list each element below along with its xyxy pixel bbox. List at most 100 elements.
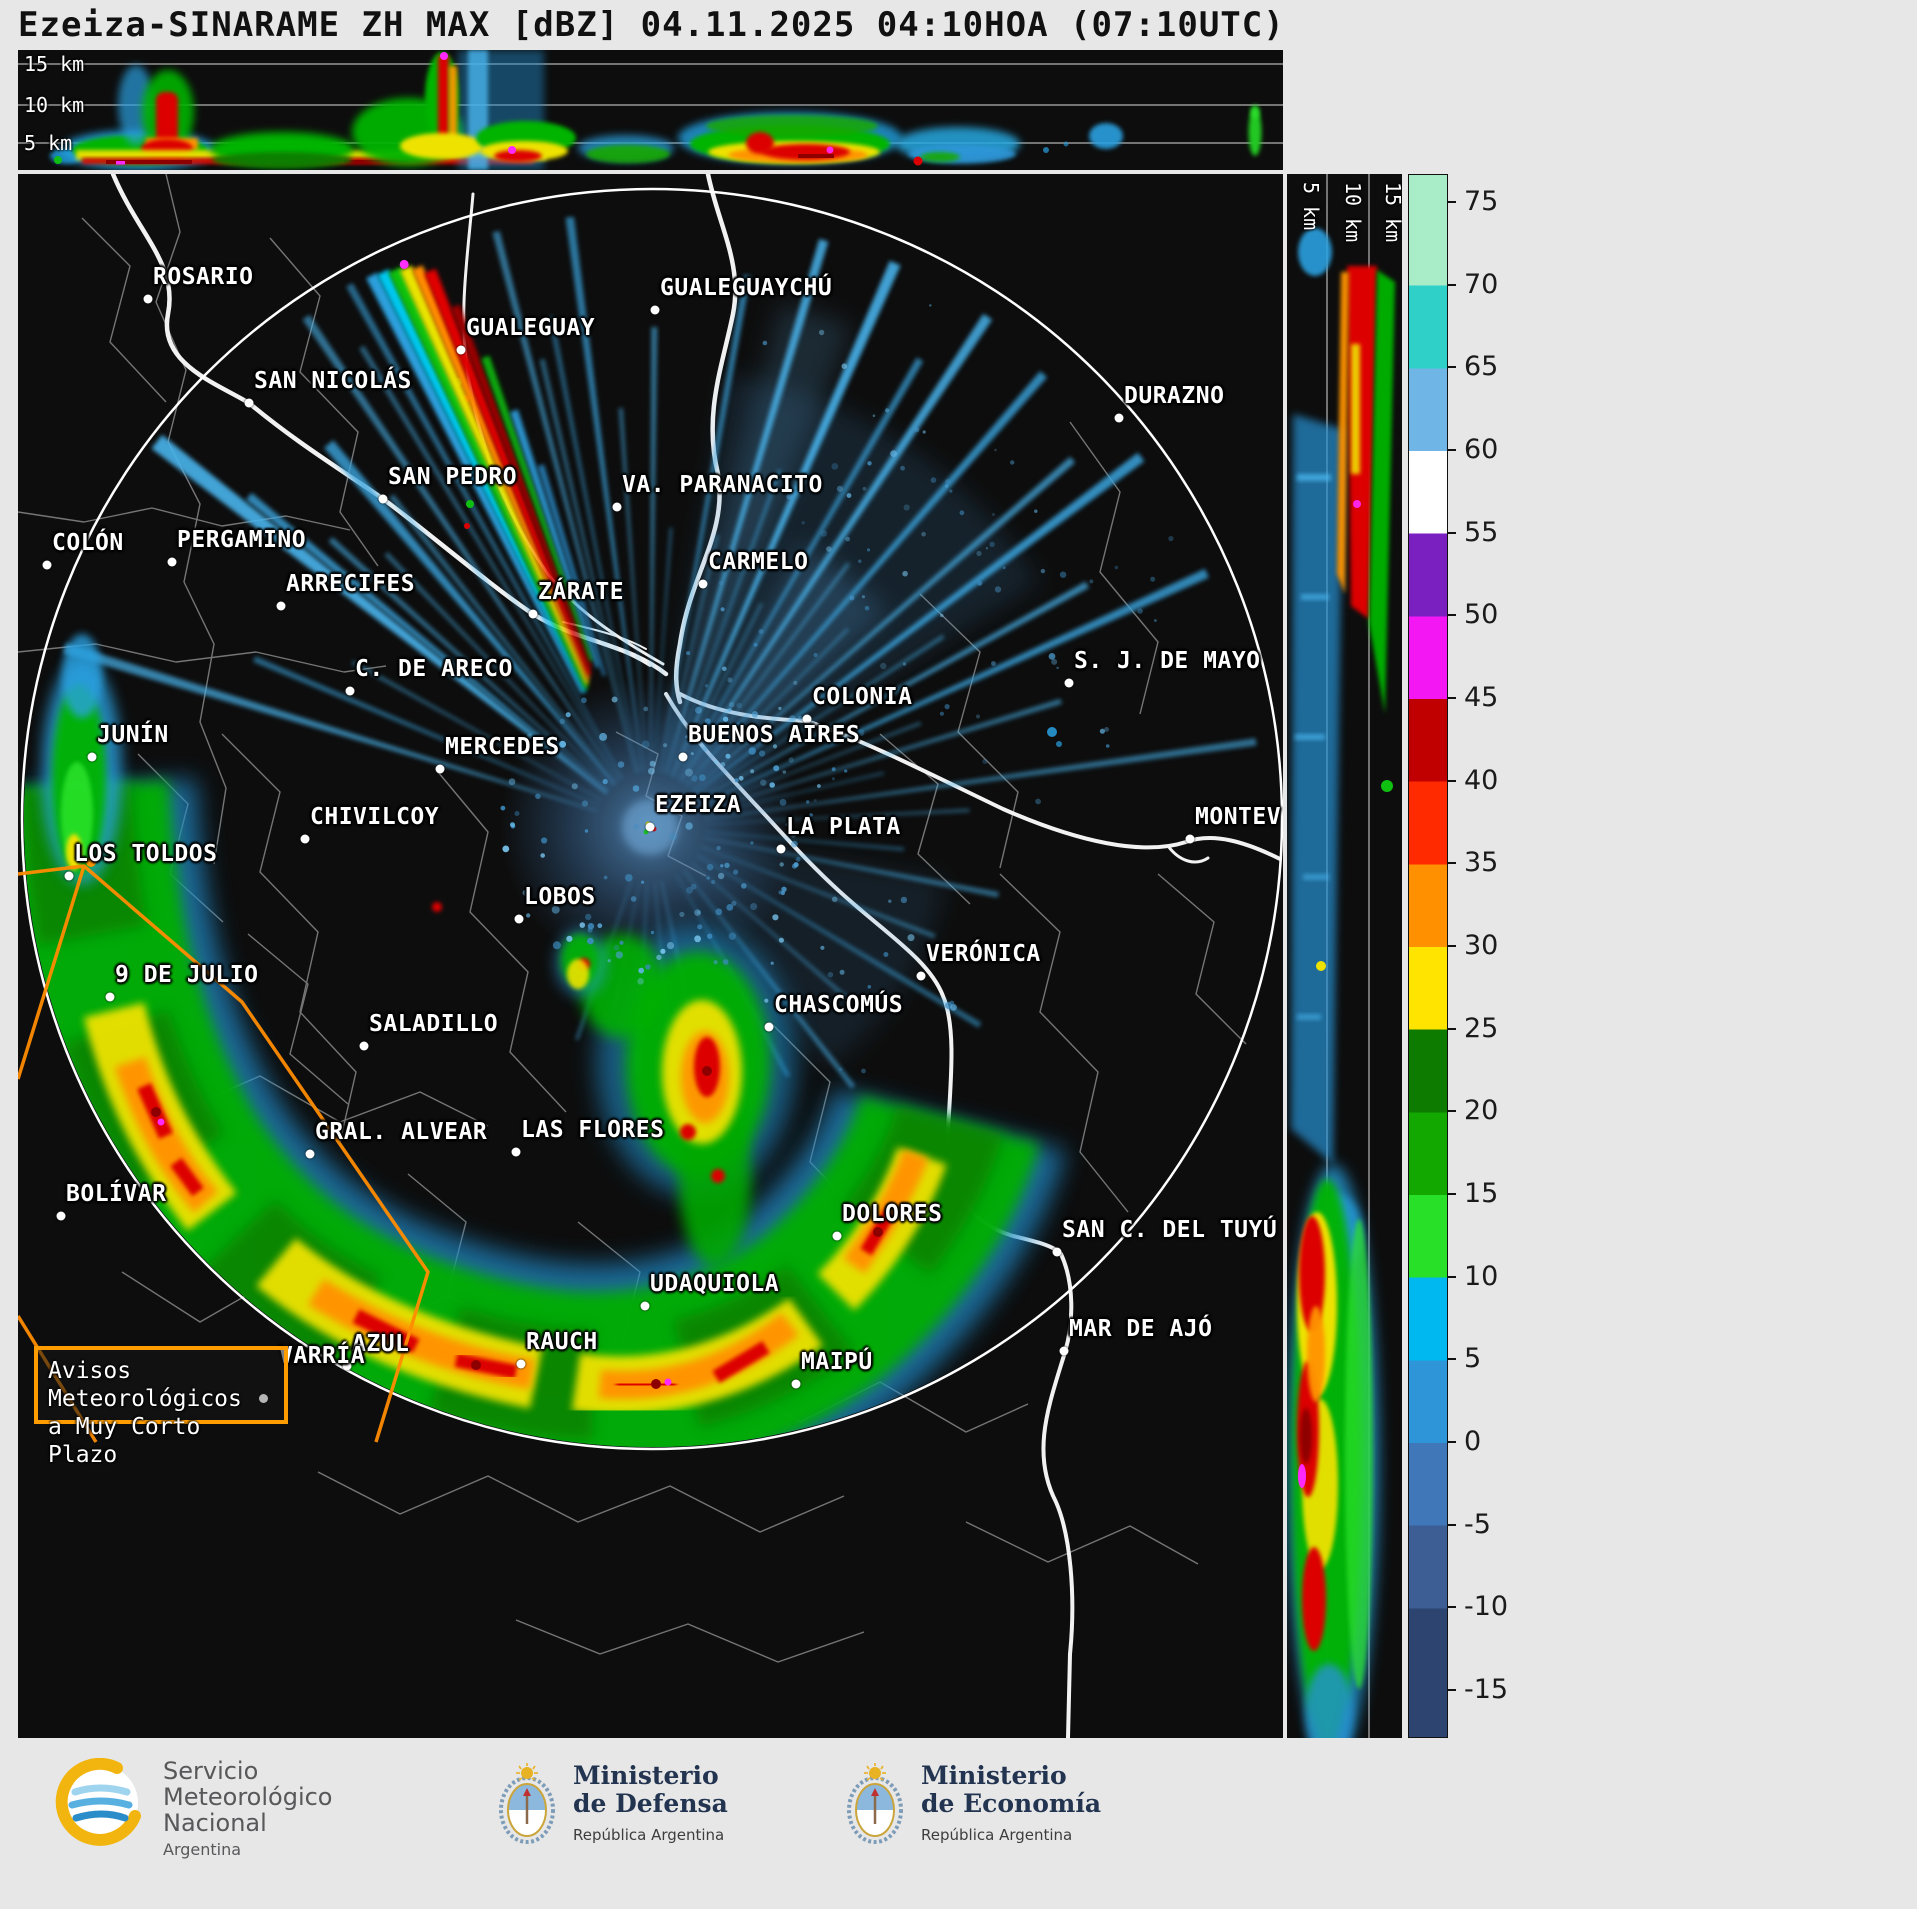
city-label: MAIPÚ [801,1349,873,1375]
city-label: SAN PEDRO [388,464,518,490]
city-label: COLÓN [52,530,124,556]
city-label: SAN NICOLÁS [254,368,412,394]
colorbar-tick-label: 70 [1464,268,1499,300]
city-label: GUALEGUAY [466,315,596,341]
colorbar-tick [1448,1275,1456,1278]
city-label: LOBOS [524,884,596,910]
city-dot [64,871,74,881]
city-dot [650,305,660,315]
city-label: GUALEGUAYCHÚ [660,275,833,301]
city-label: COLONIA [812,684,913,710]
colorbar-tick [1448,366,1456,369]
city-dot-faded [259,1394,268,1403]
city-dot [42,560,52,570]
city-dot [435,764,445,774]
colorbar-tick-label: 0 [1464,1426,1482,1457]
footer: Servicio Meteorológico Nacional Argentin… [0,1744,1917,1909]
colorbar-tick-label: 15 [1464,1178,1499,1209]
radar-map-panel: ROSARIO GUALEGUAYCHÚ GUALEGUAY SAN NICOLÁS D… [18,174,1283,1738]
colorbar-gradient [1408,174,1448,1738]
city-label: LA PLATA [786,814,901,840]
right-profile-echoes [1287,228,1395,1738]
colorbar-tick [1448,945,1456,947]
city-dot [1059,1346,1069,1356]
colorbar-tick [1448,283,1456,286]
city-label: UDAQUIOLA [650,1271,780,1297]
warning-box: Avisos Meteorológicos a Muy Corto Plazo [34,1346,288,1468]
ministerio-defensa-group: Ministerio de Defensa República Argentin… [497,1762,728,1846]
economia-line2: de Economía [921,1789,1102,1818]
city-label: ARRECIFES [286,571,416,597]
colorbar-tick [1448,1689,1456,1691]
colorbar-tick [1448,1027,1456,1030]
city-label: S. J. DE MAYO [1074,648,1261,674]
city-label: EZEIZA [655,792,742,818]
echo-speckles [500,304,1174,1074]
smn-line3: Nacional [163,1809,267,1837]
defensa-line2: de Defensa [573,1789,728,1818]
city-dot [832,1231,842,1241]
range-ring [20,187,1283,1451]
colorbar-tick-label: 40 [1464,764,1499,796]
top-cross-section-panel: 15 km 10 km 5 km [18,50,1283,170]
city-dot [776,844,786,854]
city-dot [345,686,355,696]
city-label: DURAZNO [1124,383,1225,409]
colorbar-tick-label: 60 [1464,434,1499,465]
colorbar-tick-label: 55 [1464,516,1499,548]
city-label: CHASCOMÚS [774,992,904,1018]
city-dot [645,822,655,832]
economia-sub: República Argentina [921,1826,1073,1844]
city-label: ZÁRATE [538,579,625,605]
smn-logo-group: Servicio Meteorológico Nacional Argentin… [55,1758,333,1859]
city-dot [359,1041,369,1051]
ministerio-economia-wordmark: Ministerio de Economía República Argenti… [921,1761,1102,1845]
city-label: LOS TOLDOS [74,841,218,867]
colorbar-tick-label: -15 [1464,1674,1509,1705]
right-cross-section-panel: 5 km 10 km 15 km [1287,174,1402,1738]
city-dot [105,992,115,1002]
city-label: AZUL [352,1331,410,1357]
colorbar-tick [1448,1606,1456,1609]
city-dot [244,398,254,408]
city-label: VA. PARANACITO [622,472,823,498]
city-dot [791,1379,801,1389]
colorbar-tick [1448,201,1456,203]
radar-map-canvas [18,174,1283,1738]
city-dot [56,1211,66,1221]
right-profile-altitude-label: 15 km [1381,182,1402,243]
city-dot [87,752,97,762]
colorbar-tick [1448,779,1456,782]
city-dot [378,494,388,504]
colorbar-tick-label: 65 [1464,351,1499,383]
top-profile-echoes [50,50,1262,170]
city-label: CARMELO [708,549,809,575]
smn-line1: Servicio [163,1757,259,1785]
city-dot [516,1359,526,1369]
colorbar-tick [1448,697,1456,699]
city-dot [342,1361,352,1371]
colorbar-tick-label: -5 [1464,1508,1491,1540]
smn-line2: Meteorológico [163,1783,333,1811]
colorbar: 75 70 65 60 55 50 45 40 35 30 25 20 15 10 5 0 -5 -10 -15 [1408,174,1558,1738]
city-label: RAUCH [526,1329,598,1355]
colorbar-tick [1448,531,1456,534]
colorbar-tick [1448,1358,1456,1361]
defensa-sub: República Argentina [573,1826,725,1844]
warning-box-line1: Avisos Meteorológicos [48,1358,242,1412]
city-label: BOLÍVAR [66,1181,167,1207]
city-label: PERGAMINO [177,527,307,553]
economia-line1: Ministerio [921,1761,1067,1790]
interference-spike [366,259,606,694]
right-profile-altitude-label: 10 km [1341,182,1365,243]
colorbar-tick-label: 20 [1464,1095,1499,1127]
colorbar-tick [1448,614,1456,617]
page-title: Ezeiza-SINARAME ZH MAX [dBZ] 04.11.2025 … [18,5,1285,45]
colorbar-tick [1448,449,1456,451]
warning-box-line2: a Muy Corto Plazo [48,1414,201,1468]
colorbar-tick [1448,1441,1456,1443]
colorbar-tick-label: -10 [1464,1591,1509,1623]
city-label: ROSARIO [153,264,254,290]
top-profile-altitude-label: 15 km [24,52,85,76]
